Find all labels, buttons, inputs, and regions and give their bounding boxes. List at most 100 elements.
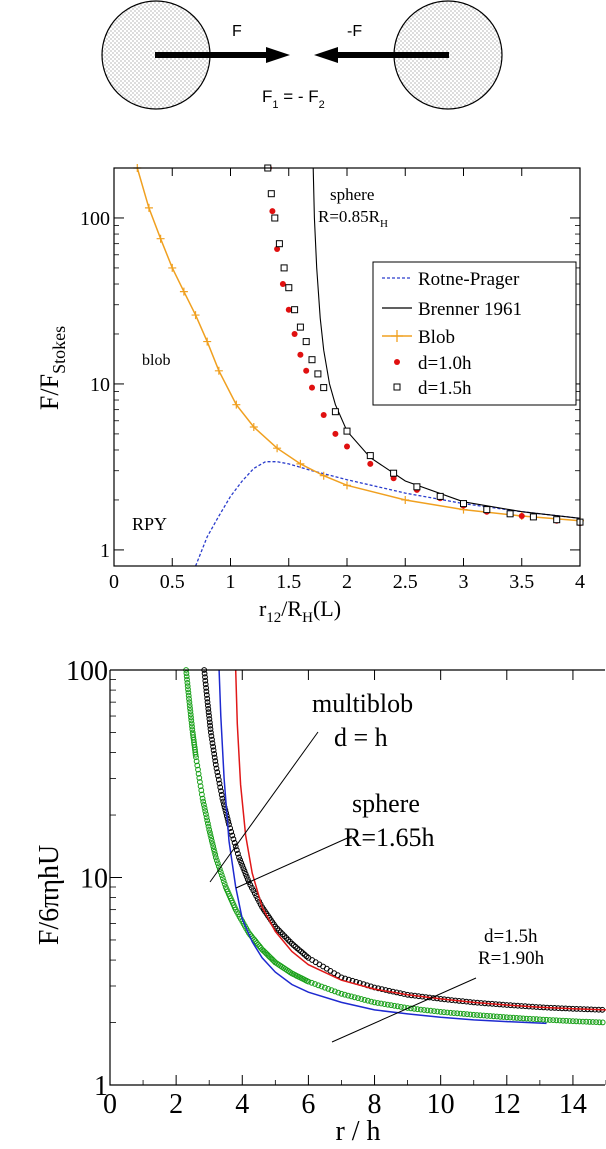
c2-point-green xyxy=(194,762,201,769)
c2-point-green xyxy=(305,978,312,985)
c2-point-green xyxy=(195,770,202,777)
force-label-right: F xyxy=(232,23,242,40)
c2-point-black xyxy=(375,985,382,992)
c1-legend-brenner: Brenner 1961 xyxy=(418,299,522,320)
c2-point-green xyxy=(404,1005,411,1011)
c1-xtick-label: 2.5 xyxy=(393,571,418,593)
c2-point-green xyxy=(186,699,193,705)
c2-point-green xyxy=(193,758,200,765)
c2-xtick-label: 12 xyxy=(493,1089,521,1120)
c2-point-green xyxy=(530,1016,537,1022)
c2-point-black xyxy=(216,780,223,787)
c2-point-green xyxy=(210,846,217,852)
c2-point-black xyxy=(237,857,244,863)
c2-point-black xyxy=(222,807,229,813)
c1-point-blob xyxy=(156,234,165,243)
c2-point-green xyxy=(211,848,218,855)
c2-point-green xyxy=(467,1011,474,1018)
c2-point-green xyxy=(374,1000,381,1006)
c2-point-green xyxy=(384,1001,391,1008)
c1-point-blob xyxy=(249,423,258,432)
c2-point-black xyxy=(207,726,214,732)
c1-ytick-label: 10 xyxy=(90,374,110,396)
c2-xtick-label: 4 xyxy=(235,1089,249,1120)
c2-point-green xyxy=(210,843,217,850)
c1-legend-swatch-d10 xyxy=(394,359,400,365)
c2-point-green xyxy=(537,1016,543,1023)
c2-point-green xyxy=(328,987,335,994)
c2-point-green xyxy=(206,826,213,833)
c1-legend-d15: d=1.5h xyxy=(418,378,472,399)
c2-point-green xyxy=(200,798,207,805)
c1-point-d15 xyxy=(308,356,316,364)
c1-xtick-label: 1.5 xyxy=(276,571,301,593)
c1-point-blob xyxy=(343,481,351,490)
c2-point-black xyxy=(371,984,378,991)
relation-eq: = - F xyxy=(279,87,319,106)
force-arrow-right-head xyxy=(266,47,290,63)
c2-point-green xyxy=(208,835,215,841)
c1-point-d10 xyxy=(274,246,281,252)
c2-point-green xyxy=(487,1013,494,1019)
c1-point-blob xyxy=(179,287,188,296)
c2-point-green xyxy=(338,990,345,997)
c2-point-black xyxy=(205,706,212,712)
c1-ylabel: F/FStokes xyxy=(35,326,69,410)
force-arrow-left-head xyxy=(314,47,338,63)
c1-point-d10 xyxy=(320,412,327,418)
c1-ytick-label: 100 xyxy=(80,208,110,230)
c2-point-green xyxy=(434,1008,441,1015)
c1-annotation-rpy: RPY xyxy=(132,514,167,534)
c1-annotation-blob: blob xyxy=(142,352,170,369)
c1-legend-box xyxy=(372,261,577,406)
c2-point-black xyxy=(239,862,246,869)
c1-xlabel-sub: 12 xyxy=(266,610,281,626)
c2-point-green xyxy=(192,751,199,758)
c1-point-blob xyxy=(273,444,282,453)
c2-point-green xyxy=(201,805,208,811)
c1-point-d10 xyxy=(297,351,304,358)
relation-sub1: 1 xyxy=(272,99,278,111)
c2-point-black xyxy=(201,670,208,677)
c2-point-green xyxy=(318,983,325,990)
c2-point-green xyxy=(500,1014,507,1020)
c1-point-d15 xyxy=(302,338,310,346)
c2-point-green xyxy=(218,872,225,879)
c1-annotation-sphere: sphere xyxy=(330,185,374,204)
c2-point-black xyxy=(212,758,219,764)
c2-point-green xyxy=(394,1003,401,1010)
c2-annotation-multiblob: multiblob xyxy=(312,689,413,718)
c2-point-green xyxy=(589,1019,596,1025)
c2-point-green xyxy=(212,854,219,861)
c2-point-green xyxy=(470,1011,477,1018)
c1-xtick-label: 4 xyxy=(575,571,585,593)
c1-line-rpy xyxy=(194,461,581,567)
c2-point-black xyxy=(233,847,240,853)
c2-point-green xyxy=(510,1014,517,1021)
c1-xtick-label: 0 xyxy=(109,571,119,593)
c2-point-green xyxy=(490,1013,497,1020)
c2-point-green xyxy=(454,1010,461,1017)
c2-point-green xyxy=(576,1018,583,1025)
c1-point-d15 xyxy=(291,306,299,314)
c2-point-black xyxy=(206,719,213,726)
c2-point-green xyxy=(199,795,206,802)
c2-point-green xyxy=(220,878,227,884)
c1-point-d15 xyxy=(343,427,351,435)
c2-point-green xyxy=(358,996,365,1002)
c1-point-blob xyxy=(214,366,223,375)
c1-legend-blob: Blob xyxy=(418,327,455,348)
c2-point-green xyxy=(520,1015,527,1022)
c2-point-green xyxy=(566,1018,573,1024)
c2-point-black xyxy=(215,773,221,779)
c2-point-green xyxy=(193,754,199,761)
c2-point-green xyxy=(312,981,318,987)
c2-point-green xyxy=(209,840,216,847)
c1-xlabel-sub2: H xyxy=(302,610,313,626)
c2-point-green xyxy=(513,1015,520,1021)
c2-point-green xyxy=(219,875,226,881)
c2-point-black xyxy=(226,821,232,828)
c2-point-green xyxy=(421,1007,428,1013)
c2-annotation-d-h: d = h xyxy=(334,723,388,752)
